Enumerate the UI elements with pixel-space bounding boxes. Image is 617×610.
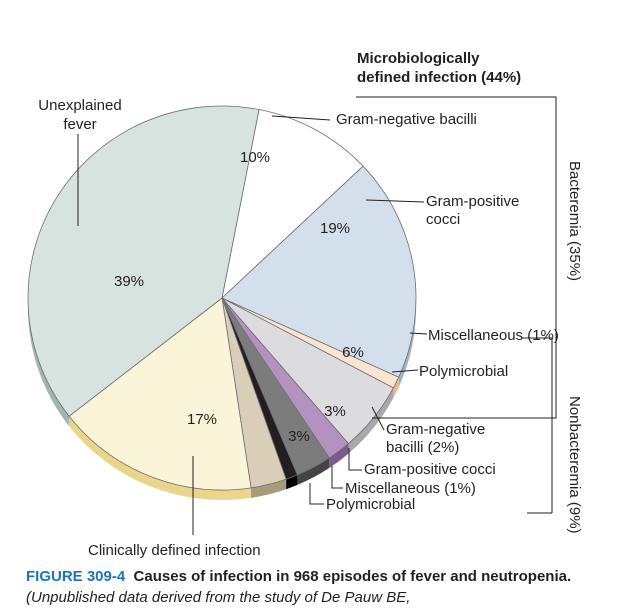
slice-percent-1: 10% (240, 149, 270, 166)
pie-slice-9 (68, 297, 252, 491)
pie-slice-2 (221, 165, 417, 378)
pie-rim-6 (297, 458, 330, 485)
slice-percent-10: 39% (114, 273, 144, 290)
figure-title: Causes of infection in 968 episodes of f… (133, 568, 572, 585)
percent-labels: 10% 19% 6% 3% 3% 17% 39% (114, 149, 364, 445)
label-nb-gram-positive: Gram-positive cocci (364, 461, 496, 478)
leader-gram-positive (365, 199, 425, 203)
label-gram-negative-bacilli: Gram-negative bacilli (336, 111, 477, 128)
bracket-nonbacteremia-ticks (522, 337, 552, 514)
label-nb-gram-negative-2: bacilli (2%) (386, 439, 459, 456)
figure-number: FIGURE 309-4 (26, 568, 126, 585)
label-clinically-defined: Clinically defined infection (88, 542, 261, 559)
pie-rim-8 (251, 479, 287, 498)
slice-percent-8: 3% (288, 428, 310, 445)
bracket-nonbacteremia-label: Nonbacteremia (9%) (566, 396, 583, 534)
bracket-bacteremia-label: Bacteremia (35%) (566, 161, 583, 281)
figure-caption: FIGURE 309-4 Causes of infection in 968 … (26, 566, 606, 608)
leader-nb-polymicrobial (309, 483, 324, 505)
leader-nb-miscellaneous (331, 466, 343, 489)
pie-rim-4 (348, 387, 394, 454)
label-polymicrobial: Polymicrobial (419, 363, 508, 380)
slice-percent-9: 17% (187, 411, 217, 428)
pie-slice-layer (27, 105, 417, 491)
pie-rim-9 (69, 416, 252, 500)
pie-slice-1 (221, 109, 364, 300)
pie-slice-10 (27, 105, 260, 417)
label-nb-gram-negative-1: Gram-negative (386, 421, 485, 438)
label-nb-miscellaneous: Miscellaneous (1%) (345, 480, 476, 497)
slice-percent-2: 19% (320, 220, 350, 237)
leader-miscellaneous (409, 332, 428, 335)
label-nb-polymicrobial: Polymicrobial (326, 496, 415, 513)
leader-nb-gram-positive (348, 448, 362, 471)
group-title-line2: defined infection (44%) (357, 69, 521, 86)
label-unexplained-2: fever (63, 116, 96, 133)
slice-percent-4: 6% (342, 344, 364, 361)
group-title-line1: Microbiologically (357, 50, 480, 67)
label-gram-positive-cocci-1: Gram-positive (426, 193, 519, 210)
pie-rim-5 (329, 443, 349, 469)
pie-chart: 10% 19% 6% 3% 3% 17% 39% Microbiologically def… (27, 50, 583, 559)
leader-polymicrobial (391, 369, 419, 373)
figure-note: (Unpublished data derived from the study… (26, 589, 411, 606)
label-unexplained-1: Unexplained (38, 97, 121, 114)
leader-gram-negative (271, 115, 331, 121)
slice-percent-6: 3% (324, 403, 346, 420)
leader-lines (77, 115, 428, 535)
label-gram-positive-cocci-2: cocci (426, 211, 460, 228)
pie-rim-10 (27, 105, 260, 427)
label-miscellaneous: Miscellaneous (1%) (428, 327, 559, 344)
pie-rim-3 (393, 377, 399, 398)
bracket-microbiological (356, 96, 557, 419)
